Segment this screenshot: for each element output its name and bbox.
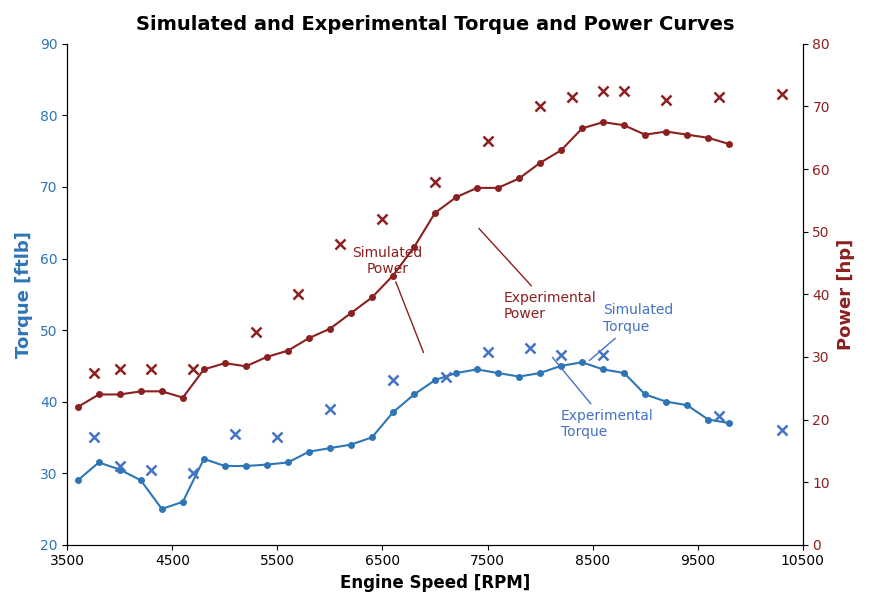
X-axis label: Engine Speed [RPM]: Engine Speed [RPM] <box>340 574 529 592</box>
Text: Experimental
Torque: Experimental Torque <box>552 358 653 439</box>
Text: Experimental
Power: Experimental Power <box>478 228 595 321</box>
Y-axis label: Torque [ftlb]: Torque [ftlb] <box>15 231 33 358</box>
Text: Simulated
Torque: Simulated Torque <box>589 304 673 361</box>
Title: Simulated and Experimental Torque and Power Curves: Simulated and Experimental Torque and Po… <box>136 15 733 34</box>
Text: Simulated
Power: Simulated Power <box>352 246 423 353</box>
Y-axis label: Power [hp]: Power [hp] <box>836 239 854 350</box>
